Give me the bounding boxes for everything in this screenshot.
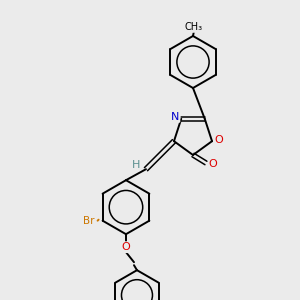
Text: Br: Br	[83, 216, 94, 226]
Text: H: H	[132, 160, 140, 170]
Text: O: O	[208, 159, 217, 169]
Text: CH₃: CH₃	[185, 22, 203, 32]
Text: N: N	[171, 112, 179, 122]
Text: O: O	[214, 135, 224, 145]
Text: O: O	[122, 242, 130, 252]
